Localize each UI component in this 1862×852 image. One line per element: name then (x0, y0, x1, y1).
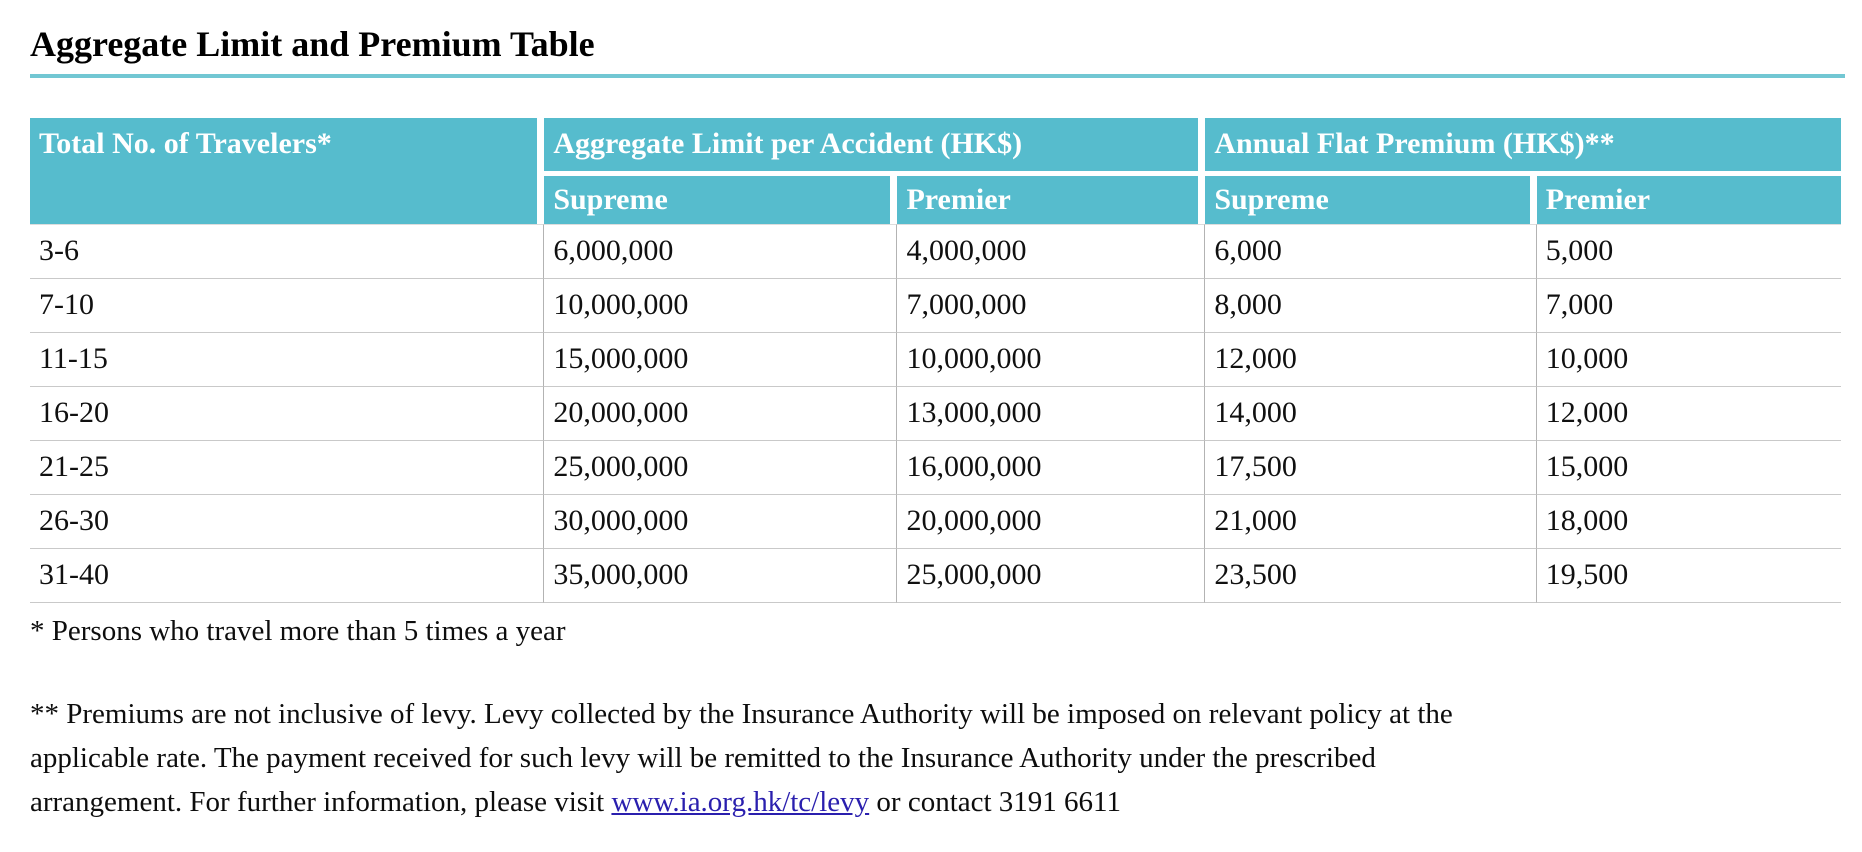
header-travelers: Total No. of Travelers* (30, 118, 545, 225)
levy-link[interactable]: www.ia.org.hk/tc/levy (611, 785, 870, 818)
subheader-aggregate-premier: Premier (897, 175, 1206, 225)
cell-aggregate-supreme: 10,000,000 (544, 279, 898, 334)
cell-travelers: 31-40 (30, 549, 545, 604)
footnote-premiums-line2: applicable rate. The payment received fo… (30, 741, 1376, 774)
cell-travelers: 11-15 (30, 333, 545, 388)
cell-aggregate-supreme: 20,000,000 (544, 387, 898, 442)
cell-aggregate-supreme: 15,000,000 (544, 333, 898, 388)
cell-aggregate-supreme: 35,000,000 (544, 549, 898, 604)
footnote-premiums-line1: ** Premiums are not inclusive of levy. L… (30, 697, 1453, 730)
cell-premium-premier: 18,000 (1536, 495, 1841, 550)
table-row: 21-25 25,000,000 16,000,000 17,500 15,00… (30, 441, 1841, 496)
table-header: Total No. of Travelers* Aggregate Limit … (30, 118, 1841, 225)
cell-travelers: 7-10 (30, 279, 545, 334)
subheader-premium-supreme: Supreme (1205, 175, 1537, 225)
cell-aggregate-premier: 20,000,000 (897, 495, 1206, 550)
header-aggregate-limit: Aggregate Limit per Accident (HK$) (544, 118, 1206, 176)
cell-aggregate-premier: 16,000,000 (897, 441, 1206, 496)
header-row-plans: Supreme Premier Supreme Premier (30, 175, 1841, 225)
header-annual-premium: Annual Flat Premium (HK$)** (1205, 118, 1841, 176)
cell-travelers: 3-6 (30, 224, 545, 280)
cell-premium-supreme: 21,000 (1205, 495, 1537, 550)
table-row: 16-20 20,000,000 13,000,000 14,000 12,00… (30, 387, 1841, 442)
footnote-travelers: * Persons who travel more than 5 times a… (30, 615, 566, 648)
cell-premium-supreme: 6,000 (1205, 224, 1537, 280)
subheader-aggregate-supreme: Supreme (544, 175, 898, 225)
table-row: 31-40 35,000,000 25,000,000 23,500 19,50… (30, 549, 1841, 604)
cell-aggregate-premier: 4,000,000 (897, 224, 1206, 280)
cell-premium-premier: 7,000 (1536, 279, 1841, 334)
title-section: Aggregate Limit and Premium Table (30, 24, 1845, 79)
table-row: 11-15 15,000,000 10,000,000 12,000 10,00… (30, 333, 1841, 388)
header-row-groups: Total No. of Travelers* Aggregate Limit … (30, 118, 1841, 225)
cell-premium-premier: 5,000 (1536, 224, 1841, 280)
cell-premium-premier: 12,000 (1536, 387, 1841, 442)
page-container: Aggregate Limit and Premium Table Total … (30, 24, 1845, 824)
table-row: 3-6 6,000,000 4,000,000 6,000 5,000 (30, 224, 1841, 280)
cell-travelers: 16-20 (30, 387, 545, 442)
cell-aggregate-premier: 25,000,000 (897, 549, 1206, 604)
cell-travelers: 21-25 (30, 441, 545, 496)
cell-premium-premier: 15,000 (1536, 441, 1841, 496)
cell-premium-premier: 19,500 (1536, 549, 1841, 604)
subheader-premium-premier: Premier (1536, 175, 1841, 225)
table-row: 7-10 10,000,000 7,000,000 8,000 7,000 (30, 279, 1841, 334)
table-body: 3-6 6,000,000 4,000,000 6,000 5,000 7-10… (30, 224, 1841, 604)
cell-aggregate-premier: 13,000,000 (897, 387, 1206, 442)
table-row: 26-30 30,000,000 20,000,000 21,000 18,00… (30, 495, 1841, 550)
page-title: Aggregate Limit and Premium Table (30, 24, 595, 64)
cell-premium-supreme: 12,000 (1205, 333, 1537, 388)
cell-aggregate-premier: 10,000,000 (897, 333, 1206, 388)
footnote-premiums-line3-after: or contact 3191 6611 (869, 785, 1121, 818)
cell-premium-supreme: 14,000 (1205, 387, 1537, 442)
cell-aggregate-premier: 7,000,000 (897, 279, 1206, 334)
footnote-premiums: ** Premiums are not inclusive of levy. L… (30, 692, 1841, 824)
cell-premium-supreme: 17,500 (1205, 441, 1537, 496)
cell-travelers: 26-30 (30, 495, 545, 550)
footnote-premiums-line3-before: arrangement. For further information, pl… (30, 785, 612, 818)
cell-aggregate-supreme: 25,000,000 (544, 441, 898, 496)
cell-aggregate-supreme: 30,000,000 (544, 495, 898, 550)
premium-table: Total No. of Travelers* Aggregate Limit … (30, 118, 1841, 604)
cell-premium-supreme: 23,500 (1205, 549, 1537, 604)
cell-premium-premier: 10,000 (1536, 333, 1841, 388)
cell-aggregate-supreme: 6,000,000 (544, 224, 898, 280)
cell-premium-supreme: 8,000 (1205, 279, 1537, 334)
